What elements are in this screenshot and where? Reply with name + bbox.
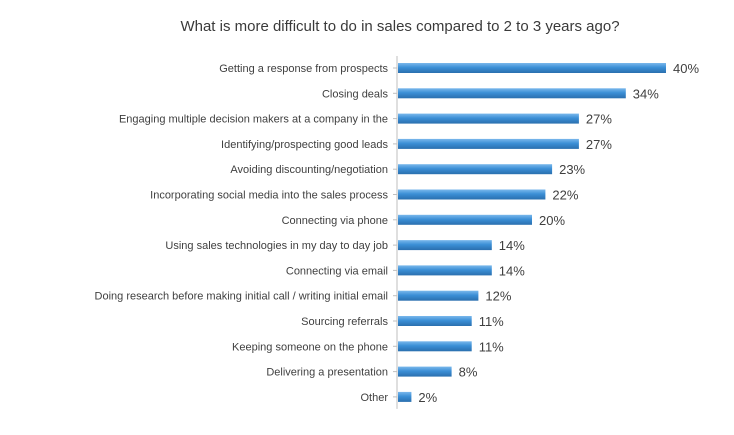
bar	[398, 214, 532, 225]
bar	[398, 290, 479, 301]
bar	[398, 88, 626, 99]
data-label: 2%	[418, 390, 437, 405]
data-label: 8%	[459, 365, 478, 380]
data-label: 34%	[633, 86, 659, 101]
data-label: 14%	[499, 263, 525, 278]
category-label: Avoiding discounting/negotiation	[230, 164, 388, 176]
data-label: 40%	[673, 61, 699, 76]
data-label: 12%	[485, 289, 511, 304]
category-label: Connecting via email	[286, 265, 388, 277]
bar	[398, 366, 452, 377]
bar	[398, 341, 472, 352]
category-label: Engaging multiple decision makers at a c…	[119, 114, 388, 126]
category-label: Doing research before making initial cal…	[95, 291, 388, 303]
bar	[398, 189, 546, 200]
category-label: Using sales technologies in my day to da…	[165, 240, 388, 252]
category-label: Connecting via phone	[282, 215, 388, 227]
data-label: 11%	[479, 314, 504, 329]
chart-title: What is more difficult to do in sales co…	[180, 18, 620, 35]
category-label: Getting a response from prospects	[219, 63, 388, 75]
category-label: Delivering a presentation	[266, 367, 388, 379]
data-label: 14%	[499, 238, 525, 253]
data-label: 23%	[559, 162, 585, 177]
category-label: Incorporating social media into the sale…	[150, 190, 388, 202]
bar	[398, 113, 579, 124]
bar	[398, 240, 492, 251]
data-label: 11%	[479, 339, 504, 354]
category-label: Closing deals	[322, 88, 389, 100]
category-label: Sourcing referrals	[301, 316, 388, 328]
category-label: Other	[360, 392, 388, 404]
data-label: 27%	[586, 112, 612, 127]
bar	[398, 63, 666, 73]
bar	[398, 316, 472, 326]
data-label: 27%	[586, 137, 612, 152]
bar	[398, 138, 579, 149]
bar	[398, 265, 492, 276]
bar	[398, 391, 412, 402]
category-label: Identifying/prospecting good leads	[221, 139, 388, 151]
bar	[398, 164, 553, 175]
data-label: 22%	[552, 188, 578, 203]
category-label: Keeping someone on the phone	[232, 341, 388, 353]
data-label: 20%	[539, 213, 565, 228]
